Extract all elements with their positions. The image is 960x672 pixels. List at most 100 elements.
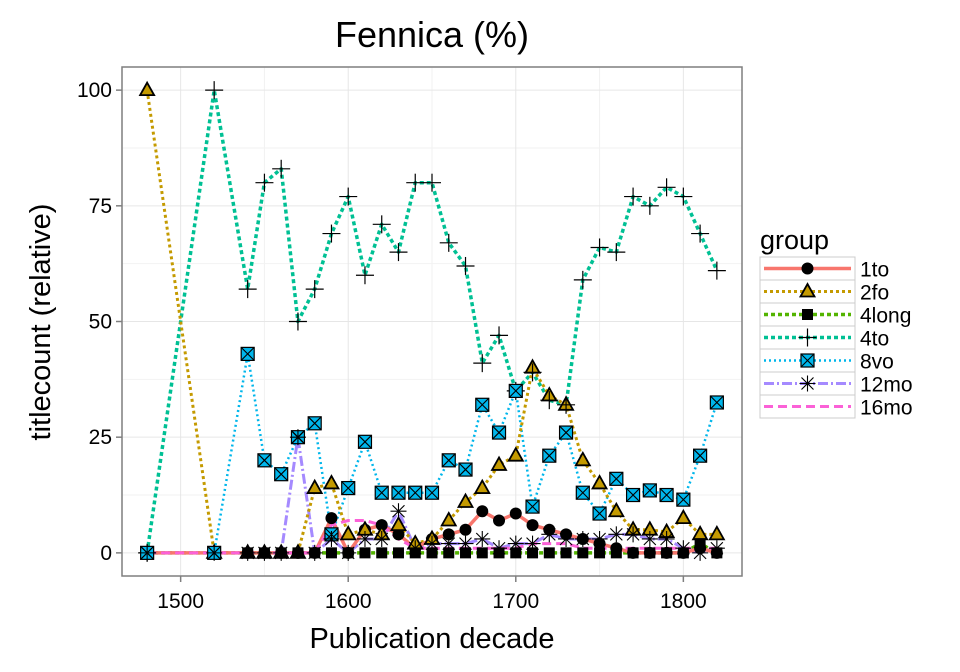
legend-item-16mo: 16mo bbox=[759, 394, 913, 420]
data-point-4to bbox=[305, 280, 324, 299]
data-point-2fo bbox=[507, 446, 525, 462]
legend-label: 2fo bbox=[860, 282, 889, 305]
data-point-4to bbox=[288, 312, 307, 331]
data-point-4long bbox=[359, 547, 371, 559]
data-point-4long bbox=[610, 547, 622, 559]
legend-label: 4to bbox=[860, 328, 889, 351]
data-point-8vo bbox=[374, 485, 389, 500]
data-point-1to bbox=[325, 512, 338, 525]
data-point-8vo bbox=[558, 425, 574, 440]
data-point-8vo bbox=[441, 453, 456, 468]
data-point-2fo bbox=[456, 492, 475, 508]
data-point-2fo bbox=[490, 455, 508, 471]
data-point-4to bbox=[406, 173, 425, 192]
x-tick-label: 1700 bbox=[492, 590, 539, 613]
data-point-8vo bbox=[659, 487, 674, 503]
data-point-1to bbox=[392, 528, 405, 541]
legend-item-12mo: 12mo bbox=[759, 371, 913, 397]
data-point-4long bbox=[426, 547, 438, 559]
data-point-12mo bbox=[323, 530, 340, 547]
legend-label: 16mo bbox=[860, 397, 913, 420]
data-point-12mo bbox=[524, 535, 541, 552]
data-point-8vo bbox=[575, 485, 590, 500]
data-point-8vo bbox=[609, 471, 624, 486]
legend-label: 1to bbox=[860, 259, 889, 282]
data-point-1to bbox=[509, 507, 522, 520]
data-point-4to bbox=[272, 159, 291, 178]
data-point-12mo bbox=[340, 544, 357, 561]
data-point-4long bbox=[594, 547, 606, 559]
data-point-4to bbox=[339, 187, 358, 206]
data-point-8vo bbox=[709, 395, 724, 410]
data-point-12mo bbox=[256, 544, 273, 561]
data-point-4long bbox=[527, 547, 539, 559]
data-point-12mo bbox=[591, 530, 608, 547]
data-point-12mo bbox=[658, 530, 675, 547]
data-point-4long bbox=[443, 547, 455, 559]
series-points bbox=[138, 80, 726, 562]
data-point-4long bbox=[560, 547, 572, 559]
data-point-4to bbox=[372, 215, 391, 234]
data-point-4to bbox=[674, 187, 693, 206]
legend-label: 12mo bbox=[860, 374, 913, 397]
data-point-4long bbox=[392, 547, 404, 559]
data-point-4to bbox=[523, 363, 542, 382]
data-point-2fo bbox=[440, 511, 458, 527]
legend-item-2fo: 2fo bbox=[759, 279, 889, 305]
y-tick-label: 0 bbox=[100, 542, 112, 565]
data-point-12mo bbox=[675, 540, 692, 557]
legend-item-8vo: 8vo bbox=[759, 348, 894, 374]
data-point-12mo bbox=[206, 544, 223, 561]
x-tick-label: 1800 bbox=[660, 590, 707, 613]
data-point-12mo bbox=[424, 535, 440, 552]
data-point-12mo bbox=[558, 530, 575, 547]
data-point-8vo bbox=[542, 448, 557, 463]
data-point-2fo bbox=[306, 478, 324, 494]
data-point-2fo bbox=[339, 525, 357, 541]
data-point-12mo bbox=[356, 530, 373, 547]
data-point-4to bbox=[573, 270, 592, 289]
data-point-4long bbox=[694, 538, 706, 550]
data-point-12mo bbox=[373, 530, 390, 547]
data-point-2fo bbox=[674, 508, 692, 525]
data-point-8vo bbox=[508, 383, 523, 399]
data-point-12mo bbox=[491, 540, 508, 557]
data-point-4to bbox=[205, 81, 224, 100]
data-point-8vo bbox=[240, 346, 255, 361]
data-point-1to bbox=[493, 514, 506, 527]
data-point-1to bbox=[476, 505, 489, 518]
data-point-12mo bbox=[407, 540, 424, 557]
data-point-8vo bbox=[391, 485, 406, 500]
data-point-4long bbox=[543, 547, 555, 559]
data-point-4to bbox=[238, 280, 257, 299]
data-point-12mo bbox=[289, 429, 306, 446]
data-point-2fo bbox=[473, 478, 491, 494]
y-tick-label: 100 bbox=[77, 79, 112, 102]
data-point-4to bbox=[657, 178, 676, 197]
data-point-12mo bbox=[474, 530, 491, 547]
data-point-4long bbox=[661, 547, 673, 559]
legend-label: 4long bbox=[860, 305, 911, 328]
legend-marker bbox=[801, 262, 814, 275]
legend-item-1to: 1to bbox=[759, 256, 889, 282]
data-point-1to bbox=[526, 519, 539, 532]
data-point-4to bbox=[624, 187, 643, 206]
data-point-8vo bbox=[274, 467, 289, 482]
data-point-4to bbox=[389, 243, 408, 262]
legend-item-4to: 4to bbox=[759, 325, 889, 351]
data-point-8vo bbox=[592, 506, 607, 521]
data-point-8vo bbox=[475, 397, 490, 412]
data-point-12mo bbox=[507, 535, 524, 552]
data-point-4to bbox=[540, 391, 559, 410]
data-point-2fo bbox=[607, 501, 625, 518]
data-point-2fo bbox=[591, 474, 609, 490]
x-axis: 1500 1600 1700 1800 bbox=[157, 576, 707, 613]
data-point-8vo bbox=[625, 487, 641, 503]
data-point-8vo bbox=[257, 453, 272, 468]
data-point-4to bbox=[607, 243, 626, 262]
data-point-4to bbox=[439, 233, 458, 252]
data-point-8vo bbox=[676, 492, 691, 507]
data-point-12mo bbox=[608, 526, 625, 543]
data-point-4long bbox=[476, 547, 488, 559]
